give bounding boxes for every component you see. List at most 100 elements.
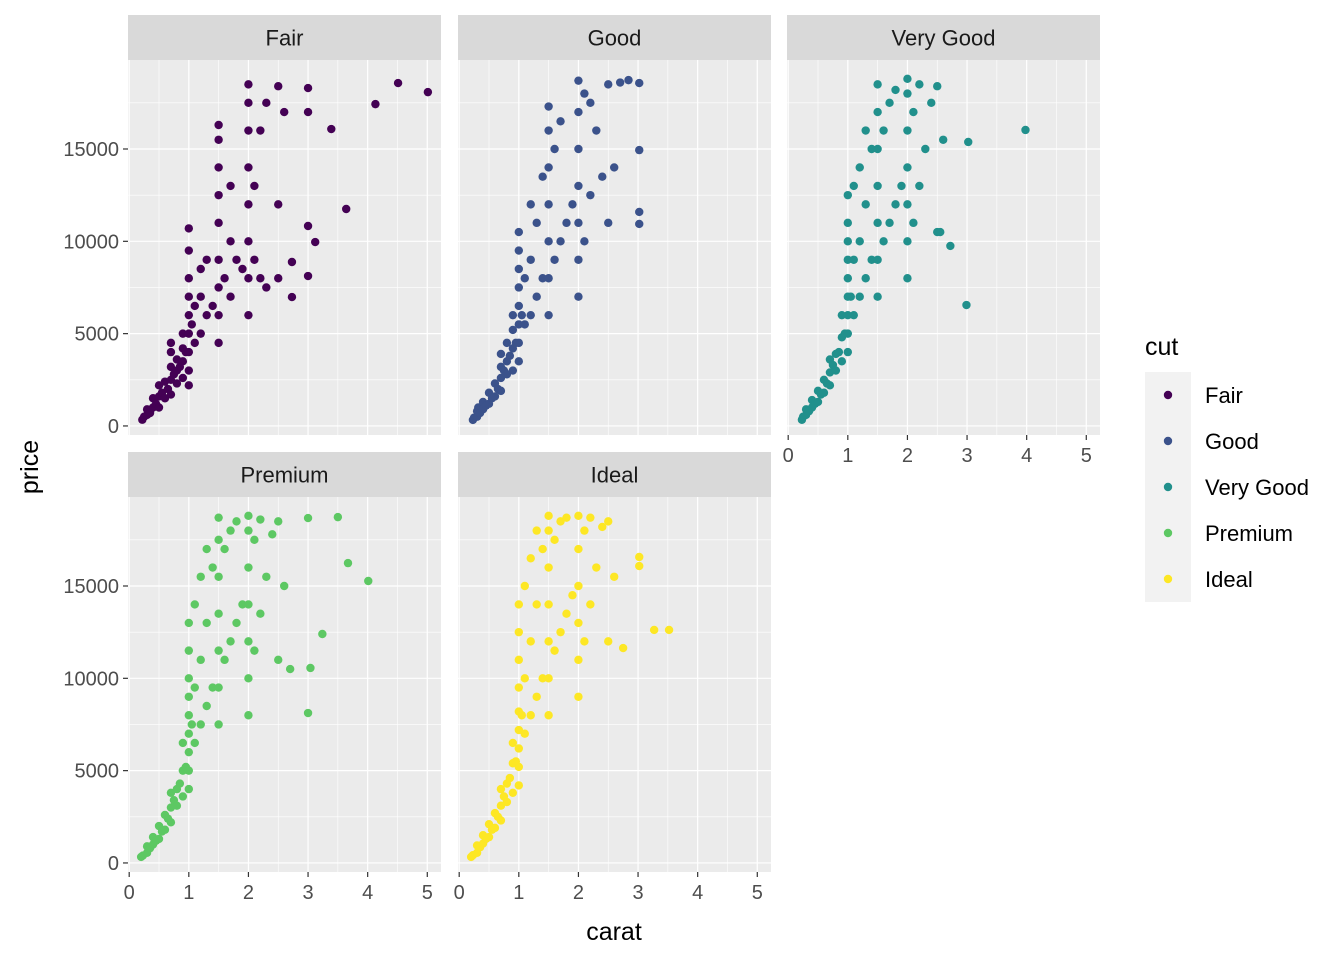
data-point xyxy=(562,218,571,228)
data-point xyxy=(214,646,223,655)
data-point xyxy=(556,117,565,126)
data-point xyxy=(208,563,217,572)
data-point xyxy=(873,80,882,89)
data-point xyxy=(166,818,176,827)
data-point xyxy=(514,283,524,292)
data-point xyxy=(843,190,853,200)
data-point xyxy=(586,190,595,200)
data-point xyxy=(250,646,259,655)
data-point xyxy=(303,83,313,93)
facet-strip-label: Good xyxy=(588,26,642,51)
data-point xyxy=(843,347,853,357)
data-point xyxy=(849,255,858,264)
data-point xyxy=(184,292,194,301)
data-point xyxy=(544,711,553,720)
data-point xyxy=(891,85,900,95)
data-point xyxy=(897,181,906,191)
data-point xyxy=(280,581,289,591)
data-point xyxy=(879,237,888,246)
data-point xyxy=(831,366,841,375)
data-point xyxy=(508,325,518,335)
data-point xyxy=(274,200,283,209)
data-point xyxy=(244,711,253,720)
data-point xyxy=(544,310,553,320)
data-point xyxy=(861,274,870,283)
data-point xyxy=(885,98,894,108)
x-tick-label: 3 xyxy=(961,445,972,467)
data-point xyxy=(306,663,315,673)
data-point xyxy=(202,618,211,628)
data-point xyxy=(873,181,882,191)
data-point xyxy=(303,513,313,523)
data-point xyxy=(635,78,644,88)
data-point xyxy=(280,107,289,117)
data-point xyxy=(933,82,942,91)
data-point xyxy=(190,683,199,692)
data-point xyxy=(256,126,265,135)
data-point xyxy=(939,135,948,144)
facet-strip-label: Very Good xyxy=(892,26,996,51)
data-point xyxy=(873,218,882,228)
data-point xyxy=(318,629,327,639)
data-point xyxy=(496,784,506,794)
data-point xyxy=(867,144,876,154)
legend-item-fair: Fair xyxy=(1145,372,1243,418)
data-point xyxy=(514,357,524,366)
data-point xyxy=(166,390,176,399)
legend-label: Good xyxy=(1205,429,1259,454)
data-point xyxy=(825,381,835,390)
x-tick-label: 3 xyxy=(302,882,313,904)
data-point xyxy=(226,181,235,191)
data-point xyxy=(1021,125,1030,135)
data-point xyxy=(303,271,313,281)
y-axis-title: price xyxy=(16,440,44,494)
data-point xyxy=(274,82,283,91)
data-point xyxy=(184,766,194,775)
data-point xyxy=(190,600,199,609)
data-point xyxy=(285,664,295,674)
data-point xyxy=(496,386,506,396)
data-point xyxy=(544,102,553,111)
data-point xyxy=(196,720,205,729)
x-tick-label: 4 xyxy=(1021,445,1032,467)
data-point xyxy=(635,145,644,155)
data-point xyxy=(936,227,945,237)
data-point xyxy=(598,172,607,181)
data-point xyxy=(526,554,535,563)
data-point xyxy=(574,292,583,301)
y-tick-label: 15000 xyxy=(63,139,119,161)
data-point xyxy=(556,627,565,637)
data-point xyxy=(538,544,547,554)
data-point xyxy=(196,292,205,301)
data-point xyxy=(202,310,211,320)
data-point xyxy=(544,526,553,535)
data-point xyxy=(855,292,864,301)
data-point xyxy=(618,643,628,653)
data-point xyxy=(214,338,223,348)
data-point xyxy=(879,126,888,135)
data-point xyxy=(244,637,253,646)
data-point xyxy=(184,224,194,233)
data-point xyxy=(568,200,577,209)
data-point xyxy=(574,692,583,701)
facet-strip-label: Fair xyxy=(266,26,304,51)
data-point xyxy=(837,357,847,366)
data-points xyxy=(138,78,433,424)
facet-strip-label: Premium xyxy=(240,463,328,488)
data-point xyxy=(502,797,512,807)
data-point xyxy=(927,98,936,108)
data-point xyxy=(154,403,164,412)
data-point xyxy=(873,144,882,154)
data-point xyxy=(574,511,583,521)
data-point xyxy=(244,80,253,89)
data-point xyxy=(544,163,553,172)
data-point xyxy=(574,181,583,191)
x-tick-label: 4 xyxy=(362,882,373,904)
data-point xyxy=(861,126,870,135)
data-point xyxy=(903,89,912,98)
data-point xyxy=(256,515,265,524)
data-point xyxy=(843,218,853,228)
data-point xyxy=(423,87,433,97)
legend-label: Premium xyxy=(1205,521,1293,546)
data-point xyxy=(517,711,526,720)
